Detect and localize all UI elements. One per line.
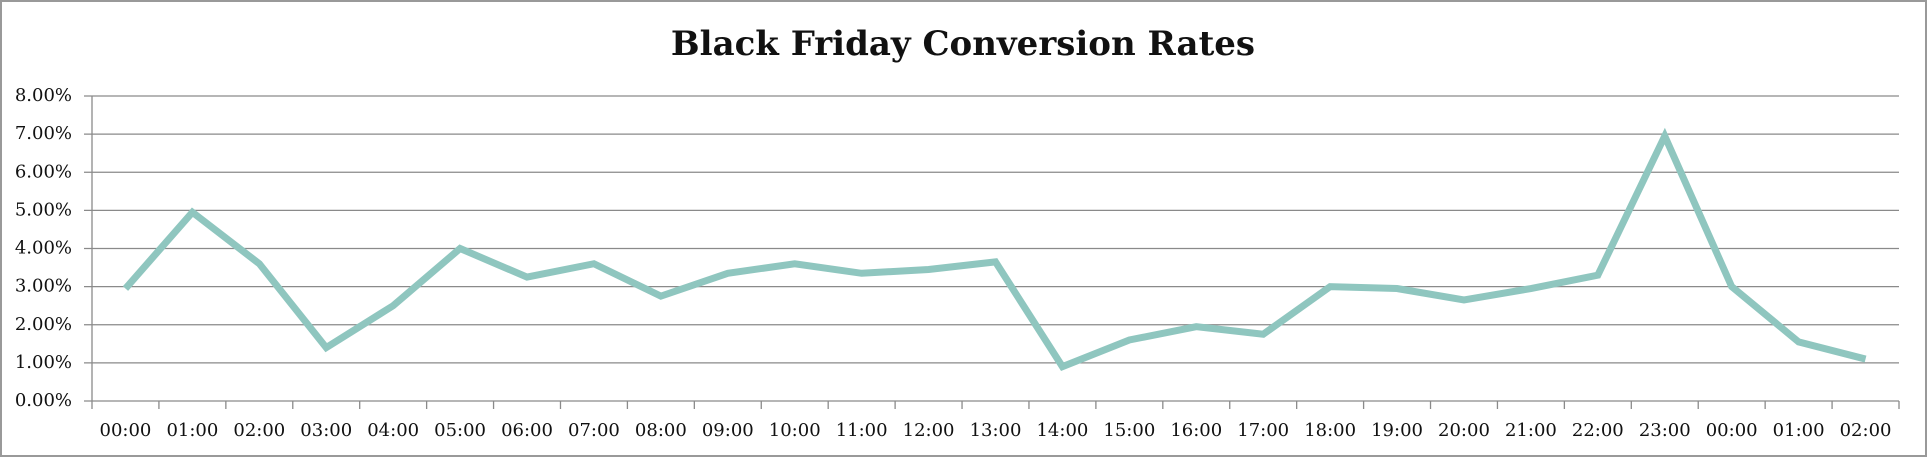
y-tick-label: 4.00% (15, 238, 72, 259)
x-tick-label: 01:00 (1773, 420, 1825, 441)
x-tick-label: 13:00 (970, 420, 1022, 441)
x-tick-label: 04:00 (367, 420, 419, 441)
x-tick-label: 16:00 (1170, 420, 1222, 441)
x-tick-label: 01:00 (166, 420, 218, 441)
x-tick-label: 21:00 (1505, 420, 1557, 441)
y-tick-label: 1.00% (15, 352, 72, 373)
x-tick-label: 09:00 (702, 420, 754, 441)
x-tick-label: 02:00 (1840, 420, 1892, 441)
y-tick-label: 0.00% (15, 390, 72, 411)
x-tick-label: 17:00 (1237, 420, 1289, 441)
x-tick-label: 14:00 (1036, 420, 1088, 441)
y-tick-label: 3.00% (15, 276, 72, 297)
x-tick-label: 08:00 (635, 420, 687, 441)
chart-title: Black Friday Conversion Rates (671, 24, 1255, 64)
y-tick-label: 2.00% (15, 314, 72, 335)
y-tick-label: 5.00% (15, 199, 72, 220)
x-tick-label: 02:00 (233, 420, 285, 441)
x-tick-label: 05:00 (434, 420, 486, 441)
data-line (122, 127, 1867, 372)
x-tick-label: 06:00 (501, 420, 553, 441)
x-tick-label: 12:00 (903, 420, 955, 441)
y-tick-label: 8.00% (15, 85, 72, 106)
x-tick-label: 00:00 (1706, 420, 1758, 441)
x-tick-label: 00:00 (100, 420, 152, 441)
y-tick-label: 6.00% (15, 161, 72, 182)
x-tick-label: 23:00 (1639, 420, 1691, 441)
y-tick-label: 7.00% (15, 123, 72, 144)
x-tick-label: 18:00 (1304, 420, 1356, 441)
x-tick-label: 20:00 (1438, 420, 1490, 441)
x-tick-label: 19:00 (1371, 420, 1423, 441)
x-tick-label: 11:00 (836, 420, 888, 441)
x-tick-label: 03:00 (300, 420, 352, 441)
x-tick-label: 15:00 (1103, 420, 1155, 441)
x-tick-label: 07:00 (568, 420, 620, 441)
x-tick-label: 22:00 (1572, 420, 1624, 441)
x-tick-label: 10:00 (769, 420, 821, 441)
